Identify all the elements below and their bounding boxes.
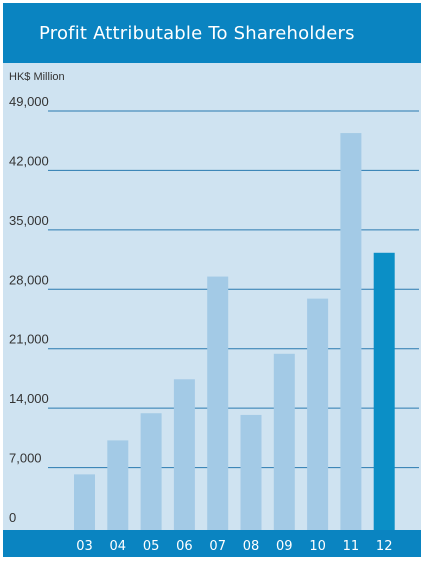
bar bbox=[173, 379, 195, 530]
title-bar: Profit Attributable To Shareholders bbox=[3, 3, 421, 63]
x-tick-label: 10 bbox=[309, 539, 326, 554]
x-tick-label: 06 bbox=[176, 539, 193, 554]
y-axis-unit-label: HK$ Million bbox=[9, 71, 65, 83]
y-tick-label: 49,000 bbox=[9, 94, 49, 109]
bar bbox=[140, 413, 162, 530]
x-tick-label: 03 bbox=[76, 539, 93, 554]
bar bbox=[273, 353, 295, 530]
bar bbox=[74, 474, 95, 530]
chart-frame: Profit Attributable To Shareholders HK$ … bbox=[3, 3, 421, 557]
y-tick-label: 14,000 bbox=[9, 391, 49, 406]
y-tick-label: 28,000 bbox=[9, 272, 49, 287]
bar bbox=[207, 276, 229, 530]
x-tick-label: 12 bbox=[376, 539, 393, 554]
x-axis-band bbox=[3, 530, 421, 557]
x-tick-label: 11 bbox=[343, 539, 360, 554]
x-tick-label: 08 bbox=[243, 539, 260, 554]
bar bbox=[340, 133, 362, 530]
y-tick-label: 7,000 bbox=[9, 451, 42, 466]
bar bbox=[307, 298, 329, 530]
y-tick-label: 21,000 bbox=[9, 332, 49, 347]
x-tick-label: 07 bbox=[209, 539, 226, 554]
y-tick-label: 42,000 bbox=[9, 153, 49, 168]
x-tick-label: 09 bbox=[276, 539, 293, 554]
bar bbox=[373, 252, 395, 530]
bar bbox=[240, 414, 262, 530]
chart-plot: 0 7,000 14,000 21,000 28,000 35,000 42,000 49,0… bbox=[9, 94, 419, 554]
bar bbox=[107, 440, 129, 530]
x-tick-label: 04 bbox=[110, 539, 127, 554]
y-tick-label: 35,000 bbox=[9, 213, 49, 228]
x-tick-label: 05 bbox=[143, 539, 160, 554]
chart-title: Profit Attributable To Shareholders bbox=[39, 22, 355, 44]
y-tick-label: 0 bbox=[9, 510, 16, 525]
